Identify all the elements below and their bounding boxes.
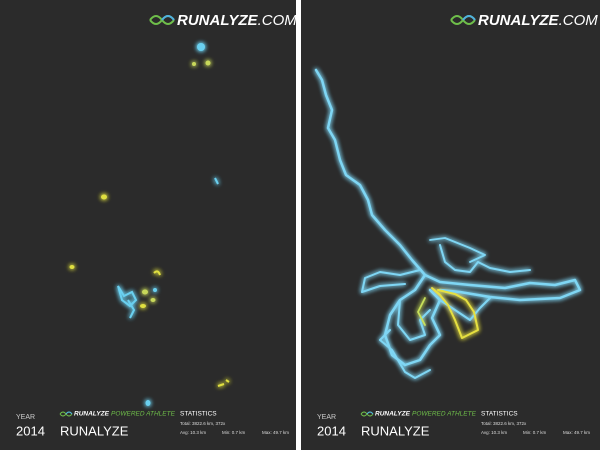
stats-title: STATISTICS — [481, 411, 518, 418]
year: 2014 — [317, 423, 346, 438]
stats-max: Max: 49.7 km — [563, 430, 590, 435]
logo-brand: RUNALYZE — [177, 12, 259, 29]
athlete-name: RUNALYZE — [60, 423, 129, 438]
logo-mark-accent — [366, 411, 374, 415]
routes-right — [314, 68, 582, 379]
stats-min: Min: 0.7 km — [523, 430, 547, 435]
logo-brand: RUNALYZE — [478, 12, 560, 29]
poster-right — [301, 0, 600, 450]
stats-max: Max: 49.7 km — [262, 430, 289, 435]
logo-mark-accent — [462, 15, 476, 21]
logo-mark-accent — [65, 411, 73, 415]
stats-min: Min: 0.7 km — [222, 430, 246, 435]
year: 2014 — [16, 423, 45, 438]
stats-avg: Avg: 10.3 km — [481, 430, 507, 435]
logo-suffix: .COM — [559, 12, 599, 29]
badge-tagline: POWERED ATHLETE — [111, 411, 176, 418]
stats-avg: Avg: 10.3 km — [180, 430, 206, 435]
athlete-name: RUNALYZE — [361, 423, 430, 438]
stats-total: Total: 3822.6 km, 372x — [180, 421, 226, 426]
logo-text: RUNALYZE.COM — [177, 12, 297, 29]
badge-tagline: POWERED ATHLETE — [412, 411, 477, 418]
poster-left — [0, 0, 296, 450]
badge-brand: RUNALYZE — [74, 411, 110, 418]
logo-text: RUNALYZE.COM — [478, 12, 598, 29]
logo-mark-accent — [161, 15, 175, 21]
logo-suffix: .COM — [258, 12, 298, 29]
routes-left — [69, 43, 230, 406]
stats-title: STATISTICS — [180, 411, 217, 418]
badge-brand: RUNALYZE — [375, 411, 411, 418]
year-label: YEAR — [16, 414, 35, 421]
year-label: YEAR — [317, 414, 336, 421]
stats-total: Total: 3822.6 km, 372x — [481, 421, 527, 426]
